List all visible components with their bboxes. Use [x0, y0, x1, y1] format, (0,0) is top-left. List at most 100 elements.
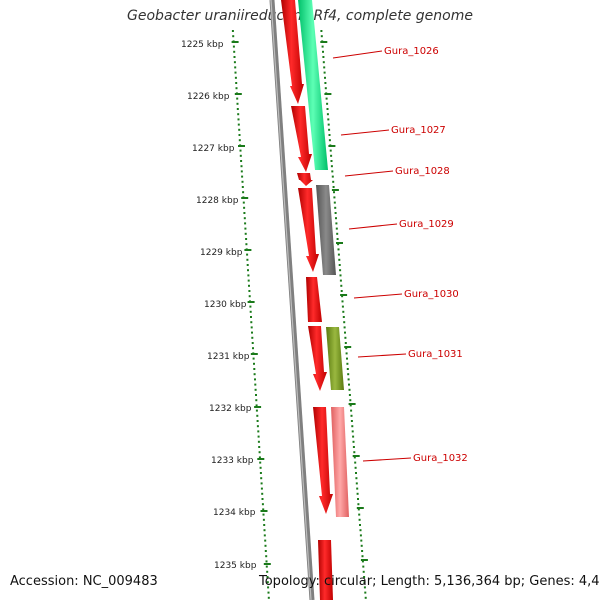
scale-dot: [264, 544, 267, 547]
gene-label-1029[interactable]: Gura_1029: [399, 219, 454, 230]
scale-tick: [352, 455, 360, 457]
scale-dot: [341, 295, 344, 298]
scale-dot: [251, 336, 254, 339]
gene-feature-1031[interactable]: [308, 326, 327, 391]
scale-dot: [362, 570, 365, 573]
scale-dot: [261, 492, 264, 495]
scale-dot: [247, 279, 250, 282]
gene-feature-1032[interactable]: [313, 407, 333, 514]
scale-dot: [333, 201, 336, 204]
scale-dot: [361, 555, 364, 558]
scale-dot: [324, 82, 327, 84]
scale-dot: [237, 123, 240, 126]
scale-dot: [254, 378, 256, 381]
gene-label-1028[interactable]: Gura_1028: [395, 166, 450, 177]
scale-dot: [246, 264, 249, 266]
scale-dot: [325, 97, 328, 100]
scale-dot: [357, 498, 359, 500]
scale-dot: [266, 576, 269, 578]
scale-dot: [250, 316, 252, 318]
tick-label-1225: 1225 kbp: [181, 40, 224, 50]
gene-feature-1030[interactable]: [306, 277, 322, 322]
scale-dot: [257, 435, 260, 438]
gene-cog-1029[interactable]: [316, 185, 336, 275]
scale-dot: [245, 243, 248, 246]
gene-label-1026[interactable]: Gura_1026: [384, 46, 439, 57]
scale-dot: [255, 404, 258, 407]
scale-dot: [327, 118, 330, 121]
scale-dot: [265, 565, 268, 568]
scale-dot: [237, 118, 240, 121]
scale-dot: [232, 45, 235, 48]
cog-strand-genes: [298, 0, 349, 517]
scale-dot: [333, 196, 336, 199]
scale-tick: [360, 559, 368, 561]
gene-label-1032[interactable]: Gura_1032: [413, 453, 468, 464]
scale-dot: [350, 420, 353, 422]
scale-dot: [341, 305, 344, 308]
scale-dot: [320, 35, 323, 38]
scale-dot: [360, 544, 363, 547]
scale-dot: [347, 378, 350, 381]
scale-dot: [259, 466, 262, 469]
scale-dot: [322, 56, 325, 58]
scale-dot: [238, 134, 241, 136]
gene-feature-1026[interactable]: [281, 0, 304, 104]
scale-dot: [241, 186, 244, 188]
scale-dot: [332, 180, 335, 183]
kbp-tick-labels: 1225 kbp 1226 kbp 1227 kbp 1228 kbp 1229…: [181, 40, 257, 571]
gene-feature-1027[interactable]: [291, 106, 312, 172]
gene-feature-1028[interactable]: [297, 173, 313, 186]
scale-dot: [260, 482, 263, 485]
scale-dot: [337, 243, 340, 246]
scale-dot: [356, 487, 359, 490]
scale-dot: [335, 217, 337, 220]
scale-dot: [348, 394, 351, 396]
scale-dot: [234, 71, 237, 74]
topology-text: Topology: circular; Length: 5,136,364 bp…: [259, 574, 600, 589]
gene-label-1027[interactable]: Gura_1027: [391, 125, 446, 136]
scale-dot: [250, 326, 253, 329]
scale-dot: [352, 435, 355, 438]
scale-tick: [336, 242, 343, 244]
scale-dot: [337, 248, 340, 251]
scale-dot: [340, 284, 343, 287]
scale-dot: [265, 560, 268, 563]
kbp-scale-dots: [231, 30, 271, 599]
gene-feature-1029a[interactable]: [298, 188, 319, 272]
tick-label-1226: 1226 kbp: [187, 92, 230, 102]
scale-dot: [234, 66, 237, 69]
scale-dot: [355, 482, 358, 485]
gene-cog-1026[interactable]: [298, 0, 328, 170]
scale-dot: [359, 529, 362, 532]
gene-feature-1033[interactable]: [318, 540, 333, 600]
forward-strand-genes: [281, 0, 333, 600]
scale-dot: [334, 212, 337, 214]
tick-label-1232: 1232 kbp: [209, 404, 252, 414]
scale-dot: [345, 352, 348, 355]
leader-line-1031: [357, 353, 407, 358]
scale-dot: [328, 128, 331, 131]
scale-tick: [250, 353, 258, 355]
scale-dot: [343, 321, 346, 324]
scale-dot: [248, 284, 250, 287]
scale-dot: [261, 503, 264, 506]
scale-dot: [240, 165, 243, 168]
tick-label-1235: 1235 kbp: [214, 561, 257, 571]
scale-dot: [263, 534, 266, 537]
scale-dot: [342, 310, 345, 313]
scale-dot: [322, 61, 325, 64]
scale-dot: [363, 581, 366, 584]
scale-dot: [353, 456, 356, 459]
scale-dot: [265, 555, 268, 558]
scale-dot: [236, 97, 239, 100]
scale-dot: [232, 35, 235, 38]
gene-label-1030[interactable]: Gura_1030: [404, 289, 459, 300]
gene-cog-1032[interactable]: [331, 407, 349, 517]
gene-cog-1031[interactable]: [326, 327, 344, 390]
gene-label-1031[interactable]: Gura_1031: [408, 349, 463, 360]
scale-dot: [256, 414, 259, 417]
scale-dot: [243, 217, 246, 220]
scale-dot: [357, 508, 360, 511]
